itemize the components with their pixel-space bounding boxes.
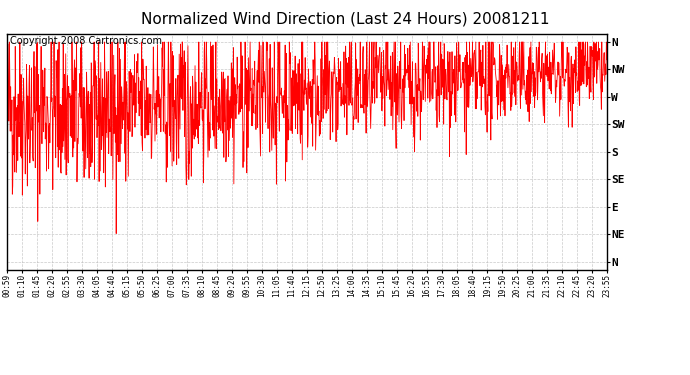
Text: Copyright 2008 Cartronics.com: Copyright 2008 Cartronics.com [10,36,162,46]
Text: Normalized Wind Direction (Last 24 Hours) 20081211: Normalized Wind Direction (Last 24 Hours… [141,11,549,26]
